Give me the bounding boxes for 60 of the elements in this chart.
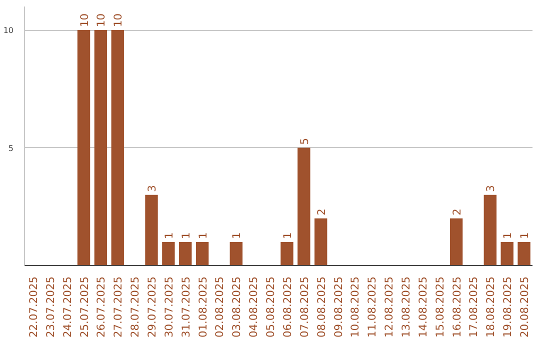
x-tick-label: 24.07.2025 (60, 276, 74, 338)
x-tick-label: 17.08.2025 (467, 276, 480, 338)
x-tick-label: 01.08.2025 (196, 276, 210, 338)
data-label: 10 (78, 13, 91, 28)
data-label: 3 (146, 185, 158, 192)
x-tick-label: 10.08.2025 (348, 276, 362, 338)
bar (111, 30, 124, 266)
data-label: 2 (314, 208, 328, 216)
x-tick-label: 27.07.2025 (112, 276, 125, 338)
x-tick-label: 22.07.2025 (26, 276, 40, 338)
data-label: 1 (280, 232, 294, 239)
bar (94, 30, 108, 266)
data-label: 1 (162, 232, 176, 239)
bar (518, 242, 530, 266)
data-label: 1 (501, 232, 514, 239)
x-tick-label: 29.07.2025 (146, 276, 158, 338)
x-tick-label: 31.07.2025 (179, 276, 192, 338)
x-tick-label: 05.08.2025 (264, 276, 278, 338)
bar (145, 194, 158, 266)
x-tick-label: 30.07.2025 (162, 276, 176, 338)
x-tick-label: 09.08.2025 (332, 276, 345, 338)
x-tick-label: 28.07.2025 (128, 276, 142, 338)
x-tick-label: 06.08.2025 (280, 276, 294, 338)
x-tick-label: 20.08.2025 (518, 276, 532, 338)
data-label: 2 (450, 208, 464, 216)
x-tick-label: 25.07.2025 (78, 276, 91, 338)
x-tick-label: 16.08.2025 (450, 276, 464, 338)
data-label: 1 (196, 232, 210, 239)
x-tick-label: 15.08.2025 (433, 276, 446, 338)
data-label: 1 (230, 232, 244, 239)
bar (230, 242, 243, 266)
x-tick-label: 19.08.2025 (501, 276, 514, 338)
bar (77, 30, 90, 266)
x-tick-label: 07.08.2025 (298, 276, 311, 338)
data-label: 1 (179, 232, 192, 239)
x-tick-label: 04.08.2025 (247, 276, 260, 338)
bar (162, 242, 175, 266)
bar (196, 242, 209, 266)
bar (298, 148, 310, 266)
bar (450, 218, 463, 266)
x-tick-label: 23.07.2025 (44, 276, 57, 338)
data-label: 5 (298, 138, 311, 145)
bar (280, 242, 294, 266)
bar (484, 194, 497, 266)
data-label: 3 (484, 185, 498, 192)
data-label: 10 (112, 13, 125, 28)
x-tick-label: 02.08.2025 (213, 276, 226, 338)
x-tick-label: 12.08.2025 (382, 276, 396, 338)
x-tick-label: 26.07.2025 (94, 276, 108, 338)
bar (500, 242, 514, 266)
x-tick-label: 13.08.2025 (400, 276, 412, 338)
data-label: 1 (518, 232, 532, 239)
x-tick-label: 11.08.2025 (366, 276, 379, 338)
data-label: 10 (94, 13, 108, 28)
bar (179, 242, 192, 266)
x-tick-label: 08.08.2025 (314, 276, 328, 338)
x-tick-label: 18.08.2025 (484, 276, 498, 338)
x-tick-label: 03.08.2025 (230, 276, 244, 338)
bar (314, 218, 328, 266)
x-tick-label: 14.08.2025 (416, 276, 430, 338)
